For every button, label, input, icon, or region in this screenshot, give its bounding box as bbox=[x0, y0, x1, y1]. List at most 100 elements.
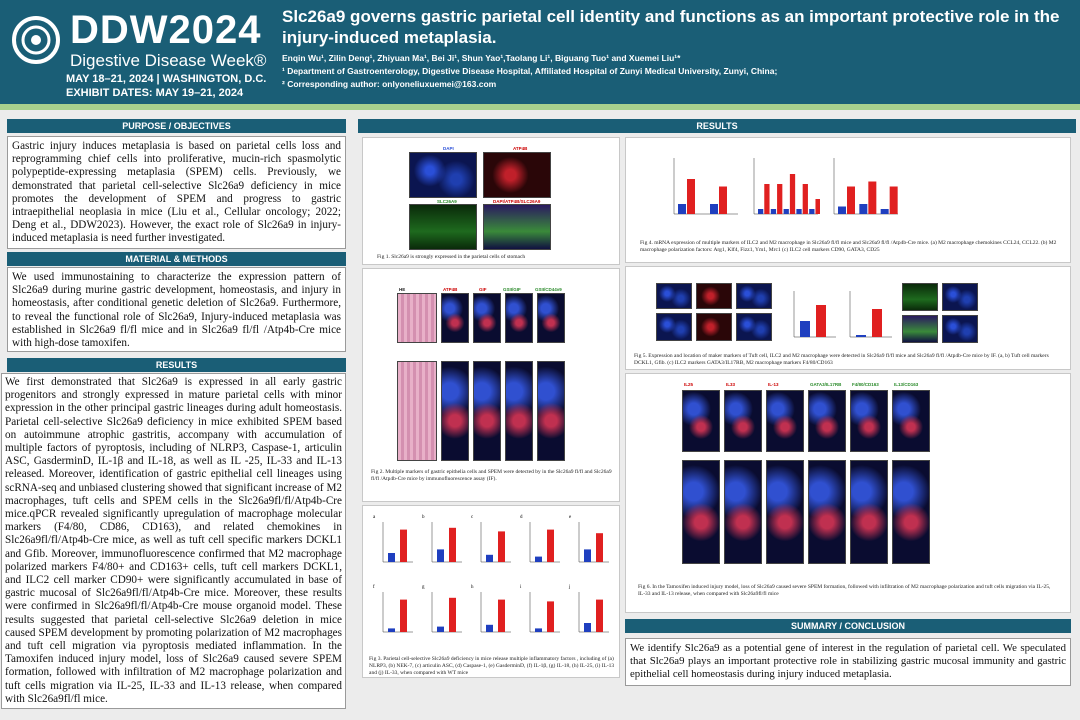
fig1-label-dapi: DAPI bbox=[443, 146, 454, 151]
fig2-label-gsii-cd44v9: GSII/CD44v9 bbox=[535, 287, 562, 292]
figure-5-panel: Fig 5. Expression and location of maker … bbox=[625, 266, 1071, 370]
fig2-caption: Fig 2. Multiple markers of gastric epith… bbox=[371, 469, 612, 482]
results-text: We first demonstrated that Slc26a9 is ex… bbox=[1, 373, 346, 709]
fig4-bar bbox=[789, 174, 796, 214]
fig1-image-dapi bbox=[409, 152, 477, 198]
fig4-bar bbox=[847, 186, 855, 214]
fig1-label-atp4b: ATP4B bbox=[513, 146, 528, 151]
fig5-caption: Fig 5. Expression and location of maker … bbox=[634, 353, 1049, 366]
purpose-text: Gastric injury induces metaplasia is bas… bbox=[7, 136, 346, 249]
fig3-panel-letter: h bbox=[471, 585, 474, 590]
fig4-bar bbox=[758, 209, 764, 214]
fig6-label-5: IL13/CD163 bbox=[894, 382, 919, 387]
fig4-bar bbox=[777, 184, 783, 214]
fig1-caption: Fig 1. Slc26a9 is strongly expressed in … bbox=[377, 254, 526, 260]
fig6-label-3: GATA3/IL17RB bbox=[810, 382, 842, 387]
fig2-label-gsii-gif: GSII/GIF bbox=[503, 287, 521, 292]
fig4-bar bbox=[764, 184, 770, 214]
fig4-bar bbox=[687, 179, 695, 214]
fig3-bar-ko bbox=[449, 527, 456, 562]
figure-6-panel: IL25 IL33 IL-13 GATA3/IL17RB F4/80/CD163 IL13… bbox=[625, 373, 1071, 613]
fig4-bar bbox=[815, 199, 820, 214]
poster-title: Slc26a9 governs gastric parietal cell id… bbox=[282, 7, 1060, 47]
fig6-image bbox=[766, 460, 804, 564]
fig5-image-a5 bbox=[696, 313, 732, 341]
authors-block: Enqin Wu¹, Zilin Deng¹, Zhiyuan Ma¹, Bei… bbox=[282, 52, 1072, 91]
fig4-bar bbox=[719, 186, 727, 214]
fig5-image-a6 bbox=[736, 313, 772, 341]
fig4-chart-b bbox=[753, 158, 820, 215]
fig3-chart-c: c bbox=[471, 515, 511, 563]
fig2-image-he-top bbox=[397, 293, 437, 343]
fig6-label-0: IL25 bbox=[684, 382, 694, 387]
fig3-bar-ko bbox=[596, 533, 603, 562]
fig3-panel-letter: c bbox=[471, 515, 474, 520]
fig3-chart-i: i bbox=[520, 585, 560, 633]
fig6-image bbox=[724, 390, 762, 452]
fig3-chart-d: d bbox=[520, 515, 560, 563]
fig2-image-gif-top bbox=[473, 293, 501, 343]
fig3-panel-letter: a bbox=[373, 515, 376, 520]
fig3-bar-ko bbox=[400, 529, 407, 562]
fig4-bar bbox=[783, 209, 789, 214]
fig3-panel-letter: j bbox=[568, 585, 570, 590]
fig5-image-c4 bbox=[942, 315, 978, 343]
fig3-chart-a: a bbox=[373, 515, 413, 563]
fig4-chart-a bbox=[673, 158, 738, 215]
affiliation: ¹ Department of Gastroenterology, Digest… bbox=[282, 66, 778, 76]
fig6-image bbox=[682, 460, 720, 564]
fig3-bar-control bbox=[584, 623, 591, 632]
fig5-image-a1 bbox=[656, 283, 692, 309]
fig4-bar bbox=[710, 204, 718, 214]
fig3-chart-f: f bbox=[373, 585, 413, 633]
fig4-bar bbox=[809, 209, 815, 214]
fig4-bar bbox=[880, 209, 889, 214]
fig2-image-he-bottom bbox=[397, 361, 437, 461]
poster-header: DDW2024 Digestive Disease Week® MAY 18–2… bbox=[0, 0, 1080, 104]
fig5-image-c1 bbox=[902, 283, 938, 311]
fig2-image-cd44v9-bottom bbox=[537, 361, 565, 461]
fig3-chart-b: b bbox=[422, 515, 462, 563]
methods-text: We used immunostaining to characterize t… bbox=[7, 267, 346, 352]
fig3-bar-control bbox=[584, 549, 591, 562]
fig4-bar bbox=[859, 204, 868, 214]
fig6-image bbox=[808, 390, 846, 452]
logo-dates: MAY 18–21, 2024 | WASHINGTON, D.C. EXHIB… bbox=[66, 72, 266, 100]
logo-subtitle: Digestive Disease Week® bbox=[70, 51, 267, 70]
logo-dates-line2: EXHIBIT DATES: MAY 19–21, 2024 bbox=[66, 87, 244, 99]
fig6-label-1: IL33 bbox=[726, 382, 736, 387]
fig2-label-he: HE bbox=[399, 287, 406, 292]
header-accent-stripe bbox=[0, 104, 1080, 110]
fig3-panel-letter: g bbox=[422, 585, 425, 590]
fig2-label-atp4b: ATP4B bbox=[443, 287, 458, 292]
fig3-bar-control bbox=[535, 556, 542, 562]
fig3-bar-control bbox=[388, 628, 395, 632]
fig5-image-a2 bbox=[696, 283, 732, 309]
fig5-image-a3 bbox=[736, 283, 772, 309]
fig3-bar-control bbox=[535, 628, 542, 632]
fig3-panel-letter: e bbox=[569, 515, 572, 520]
fig6-image bbox=[808, 460, 846, 564]
fig3-bar-control bbox=[486, 554, 493, 562]
fig3-bar-ko bbox=[498, 531, 505, 562]
fig3-bar-ko bbox=[547, 529, 554, 562]
fig3-bar-ko bbox=[449, 597, 456, 632]
fig2-image-cd44v9-top bbox=[537, 293, 565, 343]
fig3-panel-letter: i bbox=[520, 585, 522, 590]
fig6-label-4: F4/80/CD163 bbox=[852, 382, 879, 387]
fig6-image bbox=[892, 390, 930, 452]
fig6-image bbox=[724, 460, 762, 564]
fig3-bar-ko bbox=[547, 601, 554, 632]
fig2-image-atp4b-top bbox=[441, 293, 469, 343]
fig6-image bbox=[850, 390, 888, 452]
fig6-image bbox=[682, 390, 720, 452]
fig1-image-atp4b bbox=[483, 152, 551, 198]
fig4-bar bbox=[838, 206, 846, 214]
fig3-caption: Fig 3. Parietal cell-selective Slc26a9 d… bbox=[369, 656, 615, 676]
fig4-bar bbox=[796, 209, 802, 214]
figure-1-panel: DAPI ATP4B SLC26A9 DAPI/ATP4B/SLC26A9 Fi… bbox=[362, 137, 620, 265]
fig6-image bbox=[766, 390, 804, 452]
fig2-image-gif-bottom bbox=[473, 361, 501, 461]
fig4-chart-c bbox=[833, 158, 898, 215]
fig1-label-slc26a9: SLC26A9 bbox=[437, 199, 457, 204]
